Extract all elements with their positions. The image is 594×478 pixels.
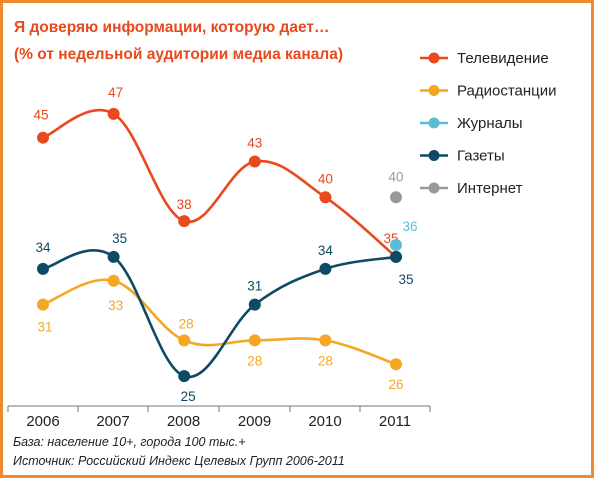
data-label-телевидение-2006: 45 [33, 108, 48, 123]
x-tick-label-2008: 2008 [167, 413, 200, 430]
legend-item-телевидение: Телевидение [420, 50, 549, 67]
data-point-интернет-2011 [390, 191, 402, 204]
data-label-газеты-2007: 35 [112, 231, 127, 246]
data-point-радиостанции-2011 [390, 358, 402, 371]
data-label-радиостанции-2009: 28 [247, 353, 262, 368]
legend-swatch-marker [428, 85, 440, 96]
data-label-телевидение-2008: 38 [177, 197, 192, 212]
chart-subtitle: (% от недельной аудитории медиа канала) [14, 46, 343, 63]
data-point-радиостанции-2009 [248, 334, 261, 347]
x-axis: 2006 2007 2008 2009 2010 2011 [7, 405, 431, 430]
data-point-газеты-2006 [37, 262, 49, 275]
series-журналы: 36 [390, 219, 418, 251]
legend-swatch-marker [428, 182, 440, 194]
data-point-радиостанции-2008 [178, 334, 191, 347]
data-point-телевидение-2008 [178, 215, 191, 228]
data-label-радиостанции-2011: 26 [388, 377, 403, 392]
data-point-газеты-2008 [178, 370, 191, 383]
series-радиостанции: 31 33 28 28 28 26 [37, 274, 404, 392]
data-point-радиостанции-2006 [37, 298, 49, 311]
data-label-газеты-2010: 34 [318, 243, 334, 258]
x-tick-label-2009: 2009 [238, 413, 271, 430]
data-point-газеты-2009 [248, 298, 261, 311]
data-point-газеты-2007 [107, 250, 120, 263]
chart-title: Я доверяю информации, которую дает… [14, 19, 330, 36]
legend-label-радиостанции: Радиостанции [457, 83, 557, 100]
legend-item-радиостанции: Радиостанции [420, 83, 557, 100]
legend-item-газеты: Газеты [420, 148, 505, 165]
data-label-журналы-2011: 36 [402, 219, 417, 234]
series-line-газеты [42, 249, 397, 379]
data-label-радиостанции-2006: 31 [37, 320, 52, 335]
series-телевидение: 45 47 38 43 40 35 [33, 85, 402, 263]
legend-swatch-marker [428, 52, 440, 64]
legend-swatch-marker [428, 117, 440, 129]
x-tick-label-2007: 2007 [96, 413, 129, 430]
data-point-радиостанции-2007 [107, 274, 120, 287]
legend-label-журналы: Журналы [457, 115, 523, 132]
legend-swatch-marker [428, 150, 440, 161]
data-point-радиостанции-2010 [319, 334, 332, 347]
data-label-интернет-2011: 40 [388, 169, 403, 184]
series-интернет: 40 [388, 169, 404, 204]
footnote-source: Источник: Российский Индекс Целевых Груп… [13, 454, 345, 468]
data-label-газеты-2011: 35 [398, 272, 413, 287]
x-tick-label-2011: 2011 [379, 413, 411, 430]
data-label-радиостанции-2008: 28 [179, 316, 194, 331]
data-point-журналы-2011 [390, 239, 402, 251]
footnote-base: База: население 10+, города 100 тыс.+ [13, 435, 246, 449]
series-газеты: 34 35 25 31 34 35 [35, 231, 413, 404]
legend-item-журналы: Журналы [420, 115, 523, 132]
data-point-газеты-2011 [390, 250, 402, 263]
data-label-газеты-2008: 25 [181, 389, 196, 404]
x-tick-label-2006: 2006 [26, 413, 59, 430]
data-label-газеты-2006: 34 [35, 240, 51, 255]
data-point-телевидение-2009 [248, 155, 261, 168]
data-point-газеты-2010 [319, 262, 332, 275]
data-label-телевидение-2009: 43 [247, 136, 262, 151]
series-line-телевидение [42, 108, 397, 258]
x-tick-label-2010: 2010 [308, 413, 341, 430]
legend-label-газеты: Газеты [457, 148, 505, 165]
data-point-телевидение-2010 [319, 191, 332, 204]
data-point-телевидение-2007 [107, 107, 120, 120]
data-label-радиостанции-2007: 33 [108, 298, 123, 313]
legend: Телевидение Радиостанции Журналы Газеты Инте… [420, 50, 557, 197]
legend-label-телевидение: Телевидение [457, 50, 549, 67]
data-label-газеты-2009: 31 [247, 279, 262, 294]
data-point-телевидение-2006 [37, 131, 49, 144]
data-label-телевидение-2010: 40 [318, 171, 333, 186]
data-label-радиостанции-2010: 28 [318, 353, 333, 368]
legend-label-интернет: Интернет [457, 180, 523, 197]
legend-item-интернет: Интернет [420, 180, 523, 197]
data-label-телевидение-2007: 47 [108, 85, 123, 100]
